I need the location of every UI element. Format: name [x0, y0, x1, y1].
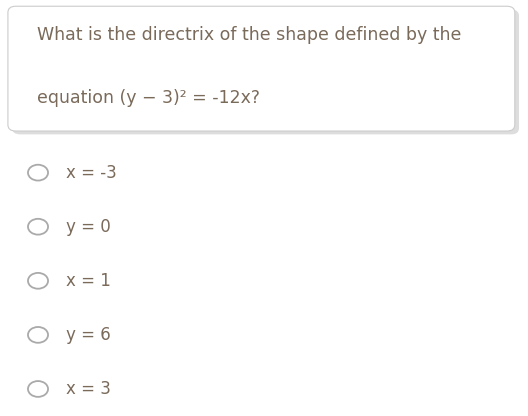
Text: x = 1: x = 1	[66, 272, 111, 290]
FancyBboxPatch shape	[12, 10, 519, 134]
Text: equation (y − 3)² = -12x?: equation (y − 3)² = -12x?	[37, 89, 260, 107]
Text: x = -3: x = -3	[66, 163, 117, 182]
Text: What is the directrix of the shape defined by the: What is the directrix of the shape defin…	[37, 26, 461, 45]
Text: x = 3: x = 3	[66, 380, 111, 398]
Text: y = 0: y = 0	[66, 218, 111, 236]
Text: y = 6: y = 6	[66, 326, 111, 344]
FancyBboxPatch shape	[8, 6, 515, 131]
